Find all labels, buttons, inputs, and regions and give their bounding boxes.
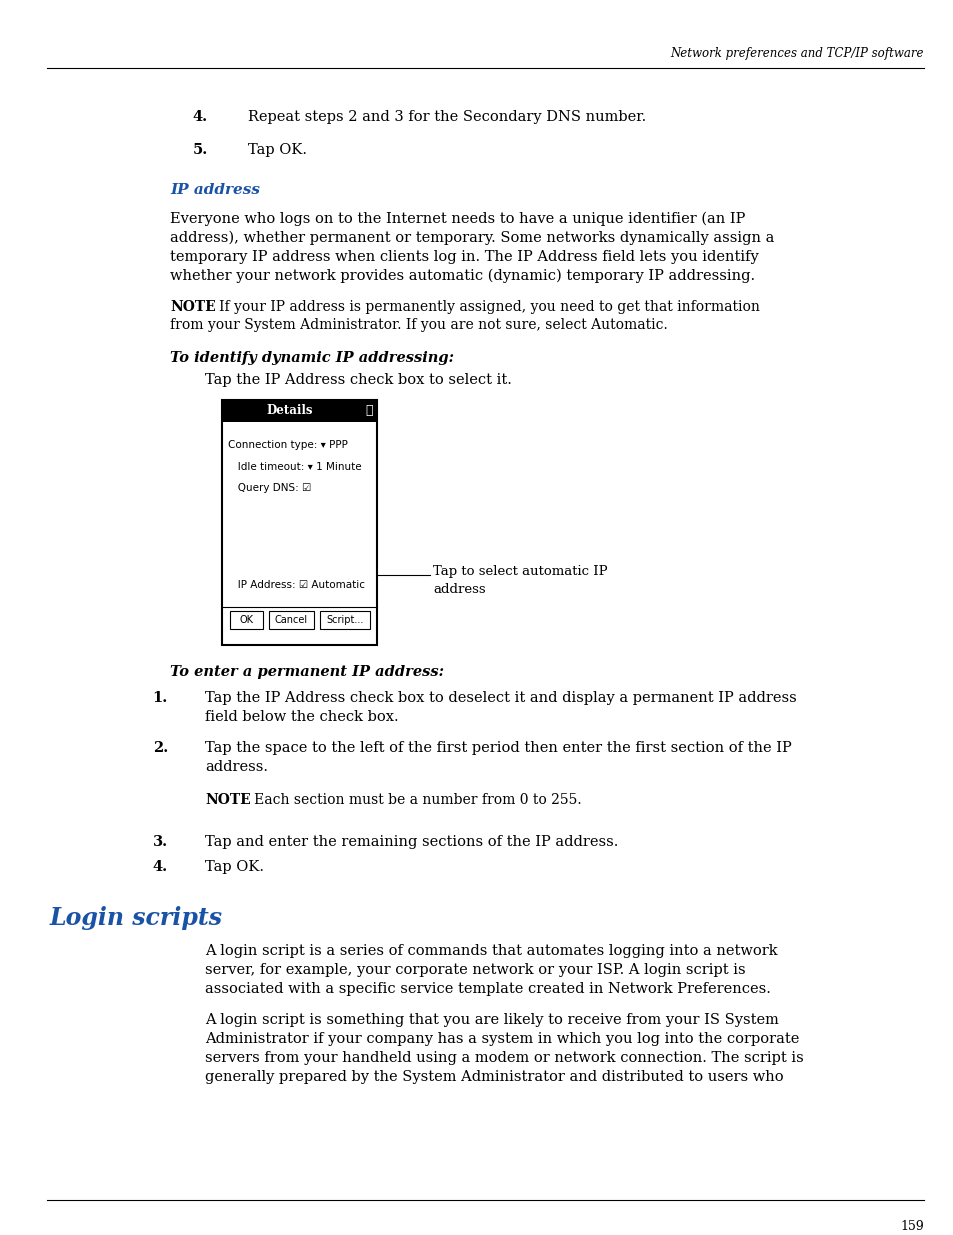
Text: 2.: 2. bbox=[152, 741, 168, 755]
Text: 4.: 4. bbox=[193, 110, 208, 124]
Text: Details: Details bbox=[267, 405, 314, 417]
Bar bbox=[222, 400, 376, 422]
Text: from your System Administrator. If you are not sure, select Automatic.: from your System Administrator. If you a… bbox=[170, 317, 667, 332]
Text: Tap to select automatic IP: Tap to select automatic IP bbox=[433, 564, 607, 578]
Text: whether your network provides automatic (dynamic) temporary IP addressing.: whether your network provides automatic … bbox=[170, 269, 755, 283]
Text: Login scripts: Login scripts bbox=[50, 906, 223, 930]
Text: generally prepared by the System Administrator and distributed to users who: generally prepared by the System Adminis… bbox=[205, 1070, 782, 1084]
Text: Tap the space to the left of the first period then enter the first section of th: Tap the space to the left of the first p… bbox=[205, 741, 791, 755]
Text: Repeat steps 2 and 3 for the Secondary DNS number.: Repeat steps 2 and 3 for the Secondary D… bbox=[248, 110, 645, 124]
Text: address: address bbox=[433, 583, 485, 597]
Text: 5.: 5. bbox=[193, 143, 208, 157]
Text: A login script is a series of commands that automates logging into a network: A login script is a series of commands t… bbox=[205, 944, 777, 958]
Text: Query DNS: ☑: Query DNS: ☑ bbox=[228, 483, 311, 493]
Text: Tap and enter the remaining sections of the IP address.: Tap and enter the remaining sections of … bbox=[205, 835, 618, 848]
Text: A login script is something that you are likely to receive from your IS System: A login script is something that you are… bbox=[205, 1013, 778, 1028]
Text: Connection type: ▾ PPP: Connection type: ▾ PPP bbox=[228, 440, 348, 450]
Text: 159: 159 bbox=[900, 1220, 923, 1233]
Text: NOTE: NOTE bbox=[205, 793, 251, 806]
Text: server, for example, your corporate network or your ISP. A login script is: server, for example, your corporate netw… bbox=[205, 963, 745, 977]
Text: Administrator if your company has a system in which you log into the corporate: Administrator if your company has a syst… bbox=[205, 1032, 799, 1046]
Text: Tap the IP Address check box to select it.: Tap the IP Address check box to select i… bbox=[205, 373, 512, 387]
Text: Idle timeout: ▾ 1 Minute: Idle timeout: ▾ 1 Minute bbox=[228, 462, 361, 472]
Text: Each section must be a number from 0 to 255.: Each section must be a number from 0 to … bbox=[241, 793, 581, 806]
Bar bbox=[222, 400, 376, 645]
Text: Tap OK.: Tap OK. bbox=[248, 143, 307, 157]
Text: servers from your handheld using a modem or network connection. The script is: servers from your handheld using a modem… bbox=[205, 1051, 803, 1065]
Text: associated with a specific service template created in Network Preferences.: associated with a specific service templ… bbox=[205, 982, 770, 995]
Text: 1.: 1. bbox=[152, 692, 168, 705]
Text: OK: OK bbox=[239, 615, 253, 625]
Text: Network preferences and TCP/IP software: Network preferences and TCP/IP software bbox=[670, 47, 923, 61]
Text: Cancel: Cancel bbox=[274, 615, 308, 625]
Text: 3.: 3. bbox=[152, 835, 168, 848]
Text: temporary IP address when clients log in. The IP Address field lets you identify: temporary IP address when clients log in… bbox=[170, 249, 758, 264]
Text: Everyone who logs on to the Internet needs to have a unique identifier (an IP: Everyone who logs on to the Internet nee… bbox=[170, 212, 744, 226]
Text: To identify dynamic IP addressing:: To identify dynamic IP addressing: bbox=[170, 351, 454, 366]
Text: IP Address: ☑ Automatic: IP Address: ☑ Automatic bbox=[228, 580, 365, 590]
Text: 4.: 4. bbox=[152, 860, 168, 874]
Text: If your IP address is permanently assigned, you need to get that information: If your IP address is permanently assign… bbox=[206, 300, 760, 314]
Text: address), whether permanent or temporary. Some networks dynamically assign a: address), whether permanent or temporary… bbox=[170, 231, 774, 246]
Bar bbox=[230, 611, 263, 629]
Text: Script...: Script... bbox=[326, 615, 363, 625]
Text: address.: address. bbox=[205, 760, 268, 774]
Bar bbox=[319, 611, 370, 629]
Text: NOTE: NOTE bbox=[170, 300, 215, 314]
Text: To enter a permanent IP address:: To enter a permanent IP address: bbox=[170, 664, 443, 679]
Text: field below the check box.: field below the check box. bbox=[205, 710, 398, 724]
Text: Tap the IP Address check box to deselect it and display a permanent IP address: Tap the IP Address check box to deselect… bbox=[205, 692, 796, 705]
Text: ⓘ: ⓘ bbox=[365, 405, 373, 417]
Text: Tap OK.: Tap OK. bbox=[205, 860, 264, 874]
Text: IP address: IP address bbox=[170, 183, 260, 198]
Bar bbox=[269, 611, 314, 629]
